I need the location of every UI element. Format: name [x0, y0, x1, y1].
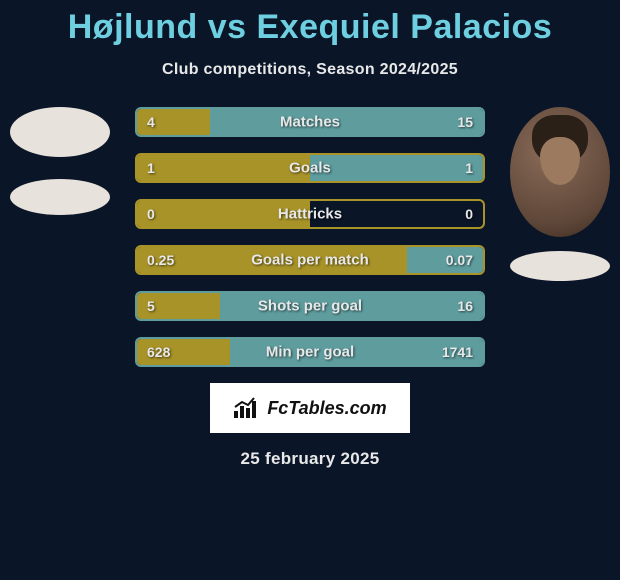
bar-right-value: 0 [465, 206, 473, 222]
player-right-circle [510, 107, 610, 237]
player-right-oval [510, 251, 610, 281]
bar-right-fill [310, 155, 483, 181]
bar-label: Matches [280, 114, 340, 131]
bar-row: 0.25 Goals per match 0.07 [135, 245, 485, 275]
comparison-bars: 4 Matches 15 1 Goals 1 0 Hattricks 0 0.25 Goals pe… [135, 107, 485, 367]
comparison-subtitle: Club competitions, Season 2024/2025 [0, 61, 620, 79]
bar-right-value: 1741 [442, 344, 473, 360]
comparison-title: Højlund vs Exequiel Palacios [0, 0, 620, 47]
player-left-circle [10, 107, 110, 157]
bar-right-value: 16 [457, 298, 473, 314]
bar-label: Goals [289, 160, 331, 177]
player-left-oval [10, 179, 110, 215]
bar-label: Goals per match [251, 252, 369, 269]
footer-logo-text: FcTables.com [267, 398, 386, 419]
bar-label: Min per goal [266, 344, 354, 361]
bar-label: Hattricks [278, 206, 342, 223]
bar-right-fill [210, 109, 483, 135]
bar-right-value: 0.07 [446, 252, 473, 268]
comparison-date: 25 february 2025 [0, 449, 620, 469]
bar-label: Shots per goal [258, 298, 362, 315]
bar-left-fill [137, 155, 310, 181]
bar-row: 1 Goals 1 [135, 153, 485, 183]
player-left-avatar [10, 107, 110, 237]
bar-left-value: 4 [147, 114, 155, 130]
bar-left-value: 0 [147, 206, 155, 222]
bar-left-value: 628 [147, 344, 170, 360]
bar-row: 4 Matches 15 [135, 107, 485, 137]
bar-row: 628 Min per goal 1741 [135, 337, 485, 367]
footer-logo: FcTables.com [210, 383, 410, 433]
chart-area: 4 Matches 15 1 Goals 1 0 Hattricks 0 0.25 Goals pe… [0, 107, 620, 367]
bar-row: 0 Hattricks 0 [135, 199, 485, 229]
bar-left-value: 0.25 [147, 252, 174, 268]
bar-left-value: 1 [147, 160, 155, 176]
bar-right-value: 1 [465, 160, 473, 176]
player-right-avatar [510, 107, 610, 237]
fctables-icon [233, 397, 261, 419]
bar-left-value: 5 [147, 298, 155, 314]
bar-row: 5 Shots per goal 16 [135, 291, 485, 321]
bar-right-value: 15 [457, 114, 473, 130]
